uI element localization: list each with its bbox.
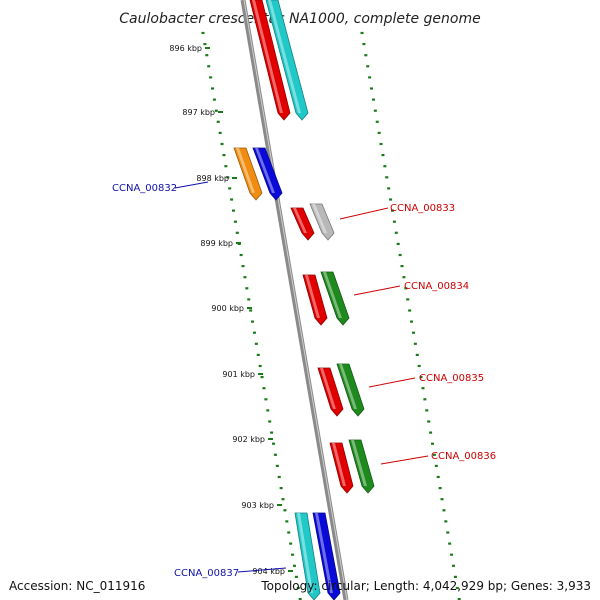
gene-features <box>233 0 375 600</box>
tick-label: 903 kbp <box>241 501 274 510</box>
gene-ccna_00833 <box>290 207 315 241</box>
gene-feature <box>309 203 335 241</box>
tick-label: 897 kbp <box>182 108 215 117</box>
gene-feature <box>336 363 365 417</box>
tick-label: 898 kbp <box>196 174 229 183</box>
tick-label: 901 kbp <box>222 370 255 379</box>
tick-label: 902 kbp <box>232 435 265 444</box>
gene-label-leader <box>368 377 416 388</box>
gene-feature <box>312 512 341 600</box>
gene-ccna_00835 <box>317 367 344 417</box>
gene-feature <box>320 271 350 326</box>
tick-label: 896 kbp <box>169 44 202 53</box>
tick-label: 904 kbp <box>252 567 285 576</box>
genome-backbone-highlight <box>243 0 348 600</box>
gene-label-leader <box>339 207 389 220</box>
gene-label-leader <box>353 285 401 296</box>
gene-ccna_00834 <box>302 274 328 326</box>
gene-label: CCNA_00837 <box>174 568 239 579</box>
map-title: Caulobacter crescentus NA1000, complete … <box>119 11 480 27</box>
tick-label: 899 kbp <box>200 239 233 248</box>
gene-feature <box>249 0 291 121</box>
gene-ccna_00836 <box>329 442 354 494</box>
gene-label: CCNA_00834 <box>404 281 469 292</box>
tick-marks: 896 kbp 897 kbp 898 kbp 899 kbp 900 kbp 901 k… <box>169 31 461 600</box>
gene-label-leader <box>174 181 209 189</box>
gene-ccna_00837 <box>294 512 321 600</box>
gene-label: CCNA_00833 <box>390 203 455 214</box>
gene-label-leader <box>237 567 287 573</box>
accession-text: Accession: NC_011916 <box>9 579 146 593</box>
gene-labels: CCNA_00832 CCNA_00833 CCNA_00834 CCNA_00835… <box>112 181 496 579</box>
genome-summary-text: Topology: circular; Length: 4,042,929 bp… <box>261 579 591 593</box>
tick-label: 900 kbp <box>211 304 244 313</box>
gene-feature <box>348 439 375 494</box>
gene-label: CCNA_00832 <box>112 183 177 194</box>
gene-feature <box>265 0 309 121</box>
gene-label: CCNA_00836 <box>431 451 496 462</box>
gene-label: CCNA_00835 <box>419 373 484 384</box>
gene-feature <box>252 147 283 201</box>
gene-ccna_00832 <box>233 147 263 201</box>
gene-label-leader <box>380 455 429 465</box>
genome-backbone <box>240 0 349 600</box>
